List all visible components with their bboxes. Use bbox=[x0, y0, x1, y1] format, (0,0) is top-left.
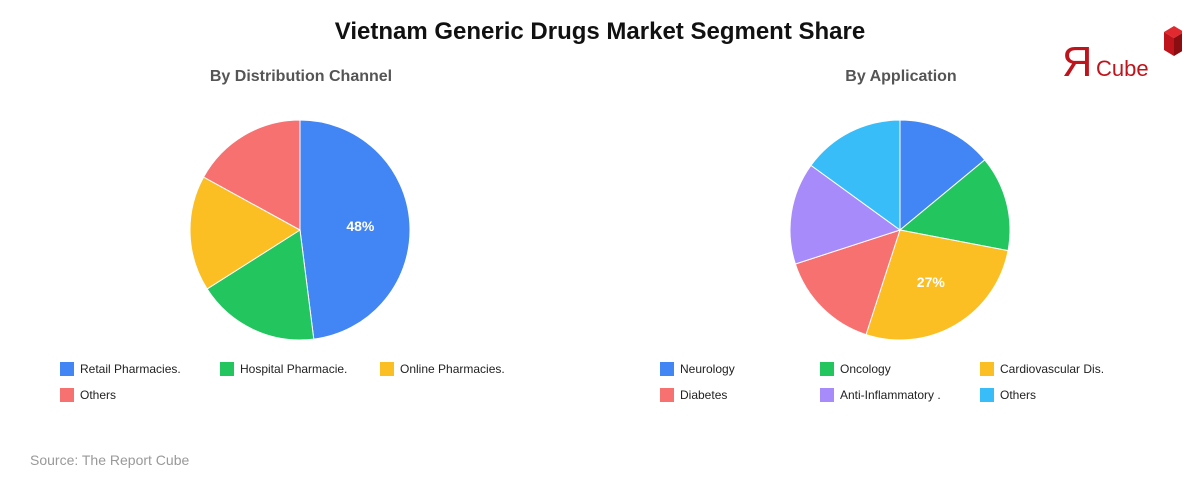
chart-2-slice-5 bbox=[789, 164, 902, 265]
legend-label: Oncology bbox=[840, 362, 891, 376]
legend-label: Retail Pharmacies. bbox=[80, 362, 181, 376]
legend-swatch bbox=[980, 362, 994, 376]
chart-2-slice-1 bbox=[899, 119, 986, 232]
chart-2-legend-item: Cardiovascular Dis. bbox=[980, 360, 1104, 378]
source-note: Source: The Report Cube bbox=[30, 452, 190, 468]
chart-2-slice-3 bbox=[865, 229, 1009, 341]
legend-swatch bbox=[60, 388, 74, 402]
legend-swatch bbox=[660, 388, 674, 402]
chart-2-data-label-3: 27% bbox=[917, 274, 946, 290]
chart-2-legend-item: Neurology bbox=[660, 360, 735, 378]
legend-swatch bbox=[820, 362, 834, 376]
legend-label: Anti-Inflammatory . bbox=[840, 388, 941, 402]
chart-2-legend: Neurology Oncology Cardiovascular Dis. Diab… bbox=[660, 360, 1180, 420]
chart-1-data-label-1: 48% bbox=[346, 218, 375, 234]
chart-title: Vietnam Generic Drugs Market Segment Sha… bbox=[334, 18, 866, 45]
chart-1-slice-3 bbox=[189, 176, 301, 290]
chart-1-slice-2 bbox=[206, 229, 315, 341]
legend-label: Hospital Pharmacie. bbox=[240, 362, 348, 376]
chart-2-legend-item: Others bbox=[980, 386, 1036, 404]
chart-1-legend-item: Hospital Pharmacie. bbox=[220, 360, 347, 378]
logo-word: Cube bbox=[1096, 56, 1149, 81]
chart-2-subtitle: By Application bbox=[845, 68, 957, 85]
report-cube-logo: Я Cube bbox=[1062, 26, 1182, 82]
legend-label: Online Pharmacies. bbox=[400, 362, 505, 376]
chart-2-slice-6 bbox=[810, 119, 901, 231]
chart-1-subtitle: By Distribution Channel bbox=[209, 68, 393, 85]
legend-label: Diabetes bbox=[680, 388, 728, 402]
chart-2-slice-4 bbox=[794, 229, 901, 336]
legend-swatch bbox=[220, 362, 234, 376]
legend-swatch bbox=[380, 362, 394, 376]
legend-label: Cardiovascular Dis. bbox=[1000, 362, 1105, 376]
legend-label: Neurology bbox=[680, 362, 735, 376]
legend-swatch bbox=[60, 362, 74, 376]
legend-swatch bbox=[820, 388, 834, 402]
legend-label: Others bbox=[80, 388, 117, 402]
legend-swatch bbox=[980, 388, 994, 402]
chart-1-legend-item: Retail Pharmacies. bbox=[60, 360, 181, 378]
chart-1-legend-item: Others bbox=[60, 386, 116, 404]
chart-1-legend: Retail Pharmacies. Hospital Pharmacie. Onl… bbox=[60, 360, 580, 420]
chart-1-legend-item: Online Pharmacies. bbox=[380, 360, 505, 378]
chart-2-slice-2 bbox=[898, 159, 1011, 252]
chart-2-legend-item: Diabetes bbox=[660, 386, 727, 404]
chart-1-slice-1 bbox=[299, 119, 411, 340]
chart-2-legend-item: Anti-Inflammatory . bbox=[820, 386, 941, 404]
legend-label: Others bbox=[1000, 388, 1037, 402]
logo-letter: Я bbox=[1062, 38, 1092, 82]
chart-1-slice-4 bbox=[202, 119, 301, 231]
chart-2-legend-item: Oncology bbox=[820, 360, 891, 378]
legend-swatch bbox=[660, 362, 674, 376]
